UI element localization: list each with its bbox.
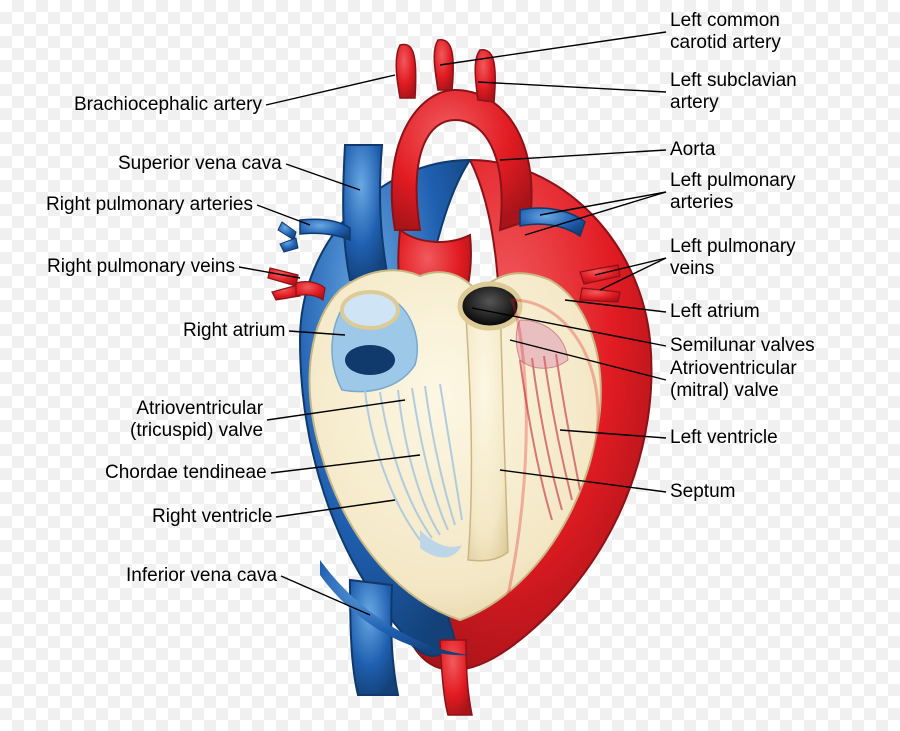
label-inf_vena_cava: Inferior vena cava (126, 565, 277, 587)
label-sup_vena_cava: Superior vena cava (118, 153, 282, 175)
label-l_common_carotid: Left common carotid artery (670, 10, 781, 54)
label-l_ventricle: Left ventricle (670, 427, 778, 449)
label-aorta: Aorta (670, 139, 715, 161)
label-septum: Septum (670, 481, 735, 503)
label-av_tricuspid: Atrioventricular (tricuspid) valve (130, 398, 263, 442)
label-r_pulm_arteries: Right pulmonary arteries (46, 194, 253, 216)
label-r_ventricle: Right ventricle (152, 506, 272, 528)
label-l_subclavian: Left subclavian artery (670, 70, 797, 114)
heart-diagram: Brachiocephalic artery Superior vena cava… (0, 0, 900, 731)
label-r_pulm_veins: Right pulmonary veins (47, 256, 235, 278)
label-av_mitral: Atrioventricular (mitral) valve (670, 358, 797, 402)
label-l_atrium: Left atrium (670, 301, 760, 323)
label-r_atrium: Right atrium (183, 320, 285, 342)
label-brachiocephalic: Brachiocephalic artery (74, 94, 262, 116)
label-chordae: Chordae tendineae (105, 462, 267, 484)
label-l_pulm_arteries: Left pulmonary arteries (670, 170, 796, 214)
label-semilunar: Semilunar valves (670, 335, 815, 357)
label-l_pulm_veins: Left pulmonary veins (670, 236, 796, 280)
